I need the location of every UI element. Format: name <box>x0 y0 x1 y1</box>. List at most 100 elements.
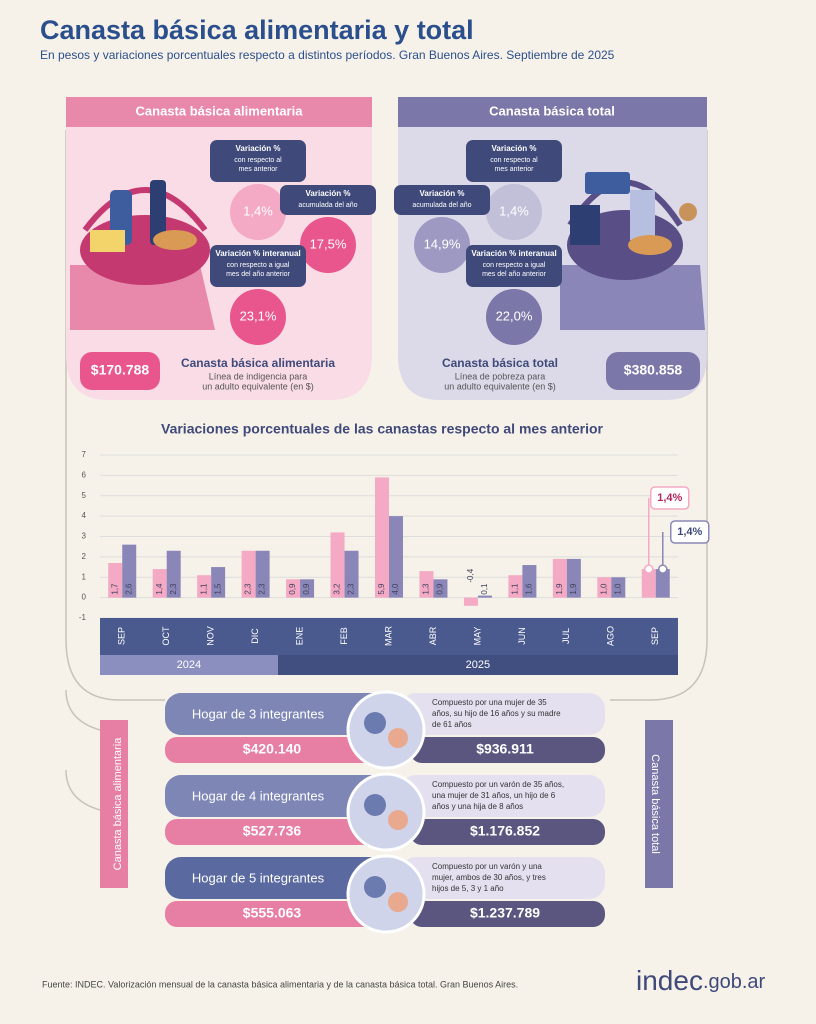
badge-value: 14,9% <box>424 236 461 251</box>
bar <box>477 595 492 598</box>
bar <box>197 575 212 598</box>
badge-value: 1,4% <box>499 203 529 218</box>
badge-label: Variación % <box>492 144 537 153</box>
frame <box>65 130 708 701</box>
bar <box>655 569 670 598</box>
bar <box>566 558 581 598</box>
value-label: 2,3 <box>169 583 178 595</box>
person <box>364 712 386 734</box>
person <box>364 876 386 898</box>
side-label: Canasta básica total <box>649 754 661 854</box>
household-cbt: $1.176.852 <box>470 823 540 839</box>
household-title: Hogar de 4 integrantes <box>192 788 325 803</box>
y-tick-label: 2 <box>82 552 87 561</box>
card-header <box>66 97 372 127</box>
bar <box>300 579 315 598</box>
x-tick-label: DIC <box>250 628 260 644</box>
household-cba-bg <box>165 737 395 763</box>
bar <box>330 532 345 598</box>
household-desc-bg <box>400 857 605 899</box>
value-label: 4,0 <box>391 583 400 595</box>
x-tick-label: SEP <box>650 627 660 645</box>
bar <box>611 577 626 598</box>
x-tick-label: NOV <box>206 626 216 646</box>
household-cba: $527.736 <box>243 823 302 839</box>
badge-circle <box>300 217 356 273</box>
y-tick-label: 7 <box>82 450 87 459</box>
category-band <box>100 618 678 655</box>
bar <box>152 569 167 598</box>
card-header <box>398 97 707 127</box>
bar <box>389 516 403 598</box>
bar <box>122 544 137 598</box>
badge-circle <box>414 217 470 273</box>
value-label: 0,9 <box>302 583 311 595</box>
badge-value: 22,0% <box>496 308 533 323</box>
title: Canasta básica alimentaria y total <box>40 15 474 45</box>
bar <box>552 558 567 598</box>
bar <box>419 571 434 598</box>
x-tick-label: JUL <box>561 628 571 644</box>
person <box>388 728 408 748</box>
badge-note: con respecto al <box>490 157 538 164</box>
bar <box>286 579 301 598</box>
x-tick-label: FEB <box>339 627 349 645</box>
household-cba: $555.063 <box>243 905 302 921</box>
household-description: Compuesto por una mujer de 35 <box>432 698 547 707</box>
badge-value: 1,4% <box>243 203 273 218</box>
badge-note: mes anterior <box>495 166 535 173</box>
value-label: 5,9 <box>377 583 386 595</box>
x-tick-label: JUN <box>517 627 527 645</box>
household-cba: $420.140 <box>243 741 302 757</box>
card-description: un adulto equivalente (en $) <box>444 381 556 391</box>
badge-note: con respecto a igual <box>483 262 546 269</box>
value-label: 0,9 <box>288 583 297 595</box>
value-label: 1,1 <box>199 583 208 595</box>
household-description: de 61 años <box>432 720 472 729</box>
callout-label: 1,4% <box>677 526 702 538</box>
basket-illustration <box>560 172 705 330</box>
bar <box>433 579 448 598</box>
badge <box>466 245 562 287</box>
household-cbt-bg <box>410 901 605 927</box>
value-label: 1,6 <box>524 583 533 595</box>
year-label: 2025 <box>466 659 490 671</box>
badge-note: acumulada del año <box>298 202 357 209</box>
price-pill <box>606 352 700 390</box>
bar <box>508 575 523 598</box>
bar <box>255 550 270 598</box>
household-cbt: $936.911 <box>476 741 534 757</box>
value-label: 0,9 <box>436 583 445 595</box>
value-label: 1,9 <box>569 583 578 595</box>
y-tick-label: 0 <box>82 593 87 602</box>
value-label: 2,3 <box>258 583 267 595</box>
household-description: una mujer de 31 años, un hijo de 6 <box>432 791 556 800</box>
side-label: Canasta básica alimentaria <box>112 737 124 871</box>
value-label: 2,3 <box>244 583 253 595</box>
x-tick-label: ABR <box>428 626 438 645</box>
card-name: Canasta básica total <box>442 356 558 370</box>
value-label: 1,1 <box>510 583 519 595</box>
card-description: Línea de indigencia para <box>209 371 308 381</box>
badge-note: acumulada del año <box>412 202 471 209</box>
value-label: 1,9 <box>555 583 564 595</box>
value-label: -0,4 <box>466 568 475 582</box>
value-label: 1,0 <box>613 583 622 595</box>
badge-value: 17,5% <box>310 236 347 251</box>
year-label: 2024 <box>177 659 201 671</box>
household-title: Hogar de 5 integrantes <box>192 870 325 885</box>
household-description: Compuesto por un varón de 35 años, <box>432 780 564 789</box>
household-illustration <box>346 772 426 852</box>
value-label: 2,3 <box>347 583 356 595</box>
household-illustration <box>346 854 426 934</box>
logo-domain: .gob.ar <box>703 971 766 993</box>
side-label-bg <box>645 720 673 888</box>
badge <box>394 185 490 215</box>
price: $380.858 <box>624 362 683 378</box>
chart-title: Variaciones porcentuales de las canastas… <box>161 421 604 437</box>
household-desc-bg <box>400 693 605 735</box>
value-label: 0,1 <box>480 583 489 595</box>
card-title: Canasta básica total <box>489 103 615 118</box>
x-tick-label: OCT <box>161 626 171 646</box>
